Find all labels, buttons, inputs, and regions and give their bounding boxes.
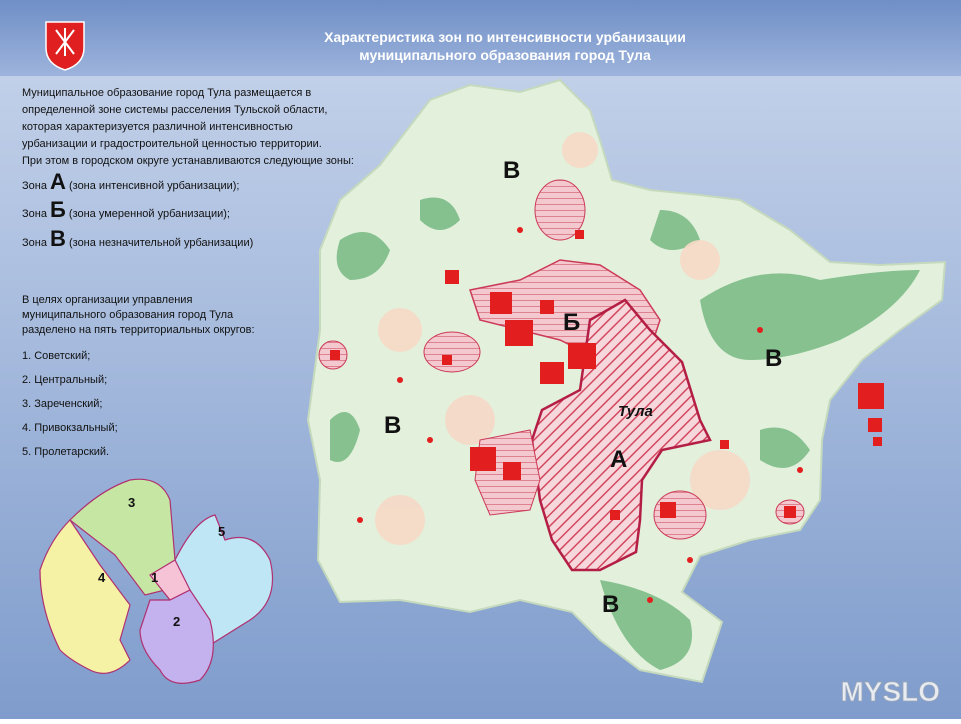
zone-prefix: Зона — [22, 180, 48, 192]
zone-letter: А — [50, 169, 66, 194]
district-4 — [39, 519, 131, 674]
zone-item: Зона А (зона интенсивной урбанизации); — [22, 169, 240, 194]
districts-intro: муниципального образования город Тула — [22, 309, 234, 321]
title: муниципального образования город Тула — [359, 47, 651, 63]
intro: Муниципальное образование город Тула раз… — [22, 87, 354, 167]
zone-letter: Б — [50, 197, 66, 222]
inset-labels: 3 5 4 1 2 — [98, 495, 225, 629]
zone-text: (зона умеренной урбанизации); — [69, 208, 230, 220]
zone-b — [423, 331, 481, 373]
zone-letter: В — [50, 226, 66, 251]
title: Характеристика зон по интенсивности урба… — [324, 29, 686, 45]
district-item: 2. Центральный; — [22, 374, 107, 386]
zone-label: Б — [563, 309, 580, 336]
zone-label: В — [503, 157, 520, 184]
zone-item: Зона Б (зона умеренной урбанизации); — [22, 197, 230, 222]
districts-intro: разделено на пять территориальных округо… — [22, 324, 255, 336]
intro-line: урбанизации и градостроительной ценность… — [22, 138, 322, 150]
zone-label: В — [765, 345, 782, 372]
zone-text: (зона интенсивной урбанизации); — [69, 180, 240, 192]
settlement-markers — [330, 227, 884, 603]
intro-line: Муниципальное образование город Тула раз… — [22, 87, 311, 99]
district-item: 4. Привокзальный; — [22, 422, 118, 434]
coat-of-arms-symbol — [55, 28, 75, 56]
inset-label: 4 — [98, 570, 106, 585]
inset-map — [39, 478, 274, 684]
zone-label: А — [610, 446, 627, 473]
header-band — [0, 0, 961, 76]
watermark: MYSLO — [840, 676, 940, 707]
inset-label: 5 — [218, 524, 225, 539]
forest-areas — [330, 197, 920, 670]
district-3 — [69, 478, 176, 596]
settlements — [375, 132, 750, 545]
city-label: Тула — [618, 403, 653, 420]
intro-line: которая характеризуется различной интенс… — [22, 121, 293, 133]
inset-label: 1 — [151, 570, 158, 585]
zone-text: (зона незначительной урбанизации) — [69, 237, 253, 249]
inset-label: 2 — [173, 614, 180, 629]
inset-label: 3 — [128, 495, 135, 510]
zone-item: Зона В (зона незначительной урбанизации) — [22, 226, 253, 251]
zone-prefix: Зона — [22, 237, 48, 249]
district-item: 1. Советский; — [22, 350, 90, 362]
intro-line: При этом в городском округе устанавливаю… — [22, 155, 354, 167]
intro-line: определенной зоне системы расселения Тул… — [22, 104, 327, 116]
zone-label: В — [384, 412, 401, 439]
district-2 — [139, 589, 214, 684]
district-item: 5. Пролетарский. — [22, 446, 109, 458]
zone-a — [530, 298, 712, 572]
districts-intro: В целях организации управления — [22, 294, 192, 306]
zone-prefix: Зона — [22, 208, 48, 220]
zone-b — [534, 179, 586, 241]
district-item: 3. Зареченский; — [22, 398, 102, 410]
zone-label: В — [602, 591, 619, 618]
